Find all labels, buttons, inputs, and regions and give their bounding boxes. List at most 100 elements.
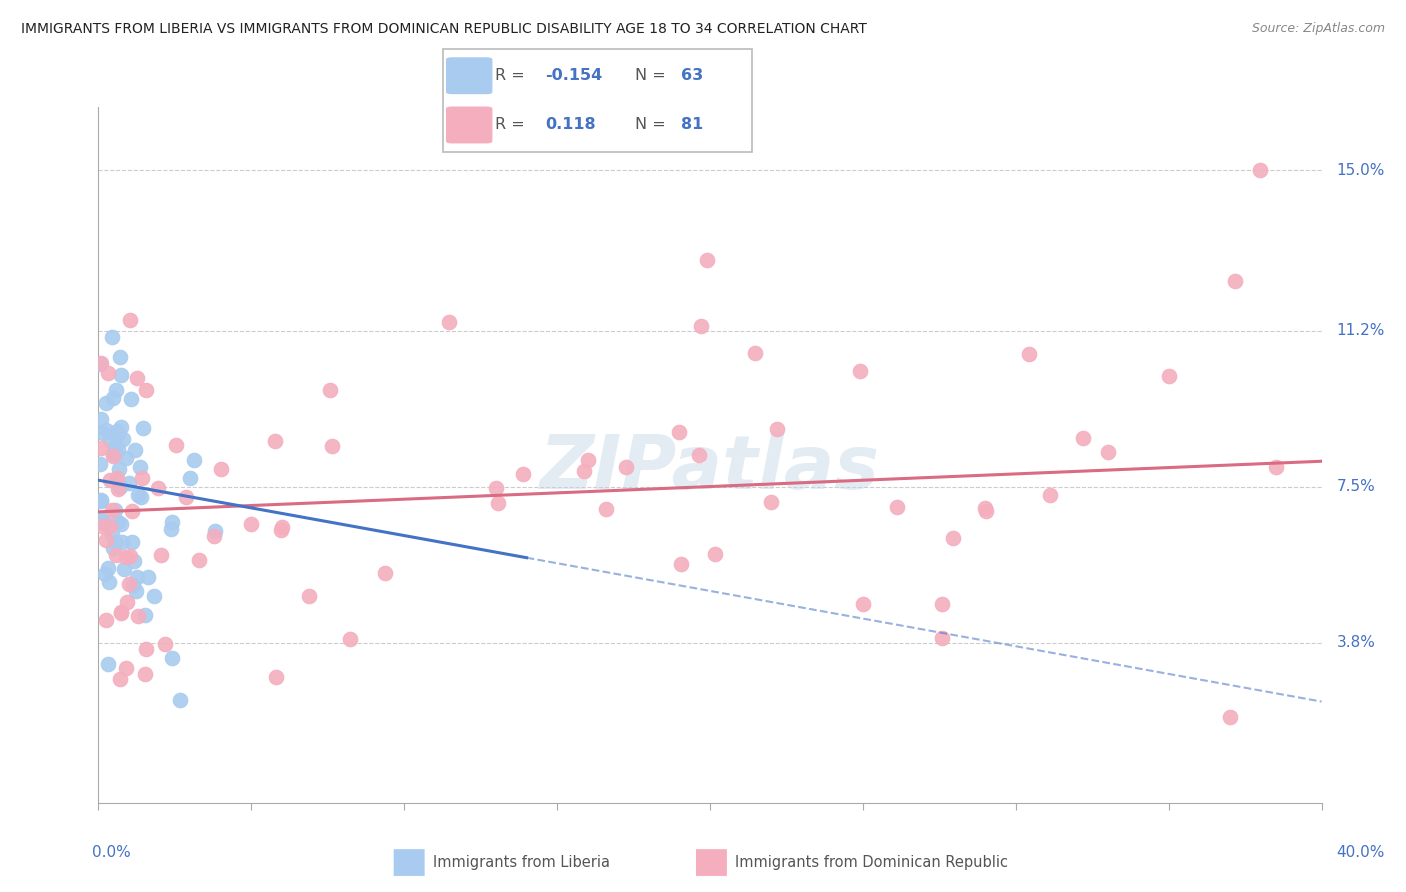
Point <box>160 651 183 665</box>
Point <box>115 451 138 466</box>
Point <box>96 395 118 409</box>
Point <box>765 422 787 436</box>
Point <box>974 504 997 518</box>
Point <box>135 383 157 397</box>
Point <box>942 532 965 546</box>
Point <box>688 448 710 462</box>
Point <box>110 368 132 383</box>
Text: 11.2%: 11.2% <box>1336 323 1385 338</box>
Point <box>90 442 112 456</box>
Point <box>125 583 148 598</box>
Text: 7.5%: 7.5% <box>1336 479 1375 494</box>
Point <box>150 548 173 562</box>
Point <box>339 632 361 646</box>
Point <box>110 516 132 531</box>
Point <box>319 383 342 397</box>
Text: 63: 63 <box>681 68 703 83</box>
Text: 0.0%: 0.0% <box>93 845 131 860</box>
Point <box>110 606 132 620</box>
Point <box>202 529 225 543</box>
Point <box>209 461 232 475</box>
Point <box>1264 459 1286 474</box>
Text: 15.0%: 15.0% <box>1336 163 1385 178</box>
Point <box>93 566 115 581</box>
Point <box>111 535 134 549</box>
Point <box>101 541 124 555</box>
Point <box>270 523 292 537</box>
Text: N =: N = <box>634 68 671 83</box>
Point <box>105 429 128 443</box>
FancyBboxPatch shape <box>446 57 492 95</box>
Point <box>576 453 599 467</box>
Point <box>124 443 146 458</box>
Text: 40.0%: 40.0% <box>1336 845 1385 860</box>
Point <box>104 447 127 461</box>
Point <box>107 516 129 530</box>
Point <box>108 672 131 686</box>
Text: N =: N = <box>634 118 671 133</box>
Point <box>115 550 138 565</box>
Point <box>696 253 718 268</box>
Point <box>188 553 211 567</box>
Point <box>134 666 156 681</box>
Point <box>94 423 117 437</box>
Point <box>122 578 145 592</box>
Point <box>136 570 159 584</box>
Point <box>135 641 157 656</box>
Point <box>97 575 120 590</box>
Point <box>852 598 875 612</box>
Point <box>108 350 131 364</box>
Point <box>121 535 143 549</box>
Point <box>94 533 117 547</box>
Point <box>104 440 127 454</box>
Point <box>101 330 124 344</box>
Point <box>115 595 138 609</box>
Point <box>1157 368 1180 383</box>
Point <box>179 470 201 484</box>
FancyBboxPatch shape <box>446 106 492 144</box>
Text: 3.8%: 3.8% <box>1336 635 1375 650</box>
Point <box>105 472 128 486</box>
Text: -0.154: -0.154 <box>546 68 602 83</box>
Point <box>321 439 343 453</box>
Point <box>155 637 177 651</box>
Point <box>104 502 127 516</box>
Text: Immigrants from Liberia: Immigrants from Liberia <box>433 855 610 870</box>
Point <box>101 503 124 517</box>
Point <box>125 371 148 385</box>
Text: R =: R = <box>495 118 536 133</box>
Point <box>90 356 112 370</box>
Point <box>104 535 127 549</box>
Point <box>512 467 534 481</box>
Point <box>90 493 112 508</box>
Point <box>669 558 692 572</box>
Point <box>97 560 120 574</box>
Point <box>97 366 120 380</box>
Point <box>160 515 183 529</box>
Text: Immigrants from Dominican Republic: Immigrants from Dominican Republic <box>735 855 1008 870</box>
Point <box>127 488 149 502</box>
Point <box>1018 347 1040 361</box>
Point <box>298 589 321 603</box>
Point <box>89 514 111 528</box>
Point <box>183 453 205 467</box>
Point <box>1071 431 1094 445</box>
Text: Source: ZipAtlas.com: Source: ZipAtlas.com <box>1251 22 1385 36</box>
Point <box>120 392 142 406</box>
Point <box>101 447 124 461</box>
Point <box>134 607 156 622</box>
Point <box>94 516 117 530</box>
Point <box>132 421 155 435</box>
Point <box>127 570 149 584</box>
Point <box>264 434 287 449</box>
Point <box>160 522 183 536</box>
Point <box>143 589 166 603</box>
Point <box>572 464 595 478</box>
Point <box>100 526 122 541</box>
Point <box>97 657 120 671</box>
FancyBboxPatch shape <box>443 49 752 152</box>
Point <box>108 480 131 494</box>
Point <box>89 457 111 471</box>
Point <box>761 494 783 508</box>
Point <box>486 496 509 510</box>
